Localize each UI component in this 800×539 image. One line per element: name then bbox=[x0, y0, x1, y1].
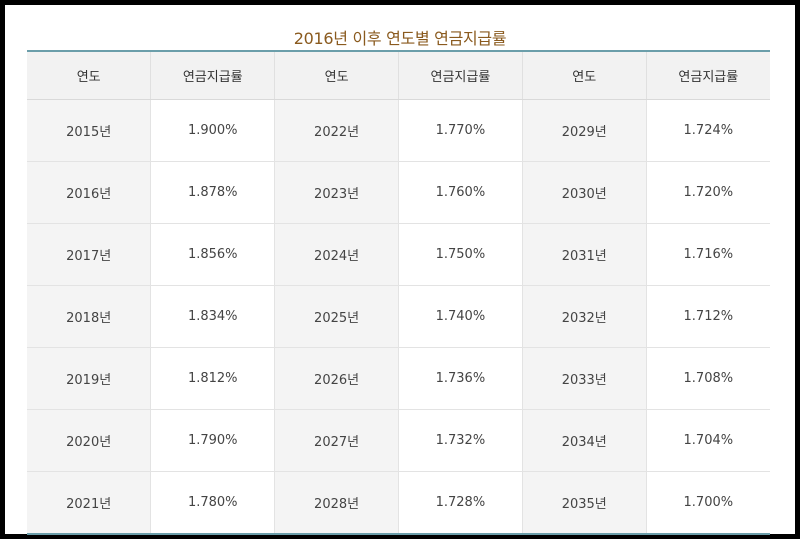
rate-cell: 1.834% bbox=[150, 285, 275, 348]
table-row: 2020년 1.790% 2027년 1.732% 2034년 1.704% bbox=[27, 409, 770, 472]
table-row: 2016년 1.878% 2023년 1.760% 2030년 1.720% bbox=[27, 161, 770, 224]
rate-cell: 1.732% bbox=[397, 409, 523, 472]
header-row: 연도 연금지급률 연도 연금지급률 연도 연금지급률 bbox=[27, 51, 770, 100]
table-row: 2018년 1.834% 2025년 1.740% 2032년 1.712% bbox=[27, 285, 770, 348]
year-cell: 2019년 bbox=[27, 347, 151, 410]
year-cell: 2024년 bbox=[274, 223, 399, 286]
year-cell: 2033년 bbox=[521, 347, 647, 410]
rate-cell: 1.704% bbox=[645, 409, 770, 472]
pension-rate-table: 연도 연금지급률 연도 연금지급률 연도 연금지급률 2015년 1.900% … bbox=[27, 50, 770, 535]
rate-cell: 1.856% bbox=[150, 223, 275, 286]
header-rate: 연금지급률 bbox=[397, 51, 523, 100]
content-panel: 2016년 이후 연도별 연금지급률 연도 연금지급률 연도 연금지급률 연도 … bbox=[5, 5, 795, 535]
rate-cell: 1.724% bbox=[645, 99, 770, 162]
rate-cell: 1.790% bbox=[150, 409, 275, 472]
header-rate: 연금지급률 bbox=[645, 51, 770, 100]
rate-cell: 1.900% bbox=[150, 99, 275, 162]
rate-cell: 1.750% bbox=[397, 223, 523, 286]
rate-cell: 1.700% bbox=[645, 471, 770, 534]
header-year: 연도 bbox=[274, 51, 399, 100]
year-cell: 2022년 bbox=[274, 99, 399, 162]
table-row: 2019년 1.812% 2026년 1.736% 2033년 1.708% bbox=[27, 347, 770, 410]
year-cell: 2026년 bbox=[274, 347, 399, 410]
year-cell: 2032년 bbox=[521, 285, 647, 348]
rate-cell: 1.716% bbox=[645, 223, 770, 286]
table-row: 2021년 1.780% 2028년 1.728% 2035년 1.700% bbox=[27, 471, 770, 534]
header-year: 연도 bbox=[521, 51, 647, 100]
rate-cell: 1.720% bbox=[645, 161, 770, 224]
year-cell: 2020년 bbox=[27, 409, 151, 472]
header-year: 연도 bbox=[27, 51, 151, 100]
rate-cell: 1.708% bbox=[645, 347, 770, 410]
year-cell: 2017년 bbox=[27, 223, 151, 286]
rate-cell: 1.878% bbox=[150, 161, 275, 224]
year-cell: 2016년 bbox=[27, 161, 151, 224]
table-title: 2016년 이후 연도별 연금지급률 bbox=[293, 29, 507, 48]
table-row: 2017년 1.856% 2024년 1.750% 2031년 1.716% bbox=[27, 223, 770, 286]
header-rate: 연금지급률 bbox=[150, 51, 275, 100]
year-cell: 2035년 bbox=[521, 471, 647, 534]
year-cell: 2025년 bbox=[274, 285, 399, 348]
rate-cell: 1.736% bbox=[397, 347, 523, 410]
year-cell: 2018년 bbox=[27, 285, 151, 348]
year-cell: 2030년 bbox=[521, 161, 647, 224]
table-row: 2015년 1.900% 2022년 1.770% 2029년 1.724% bbox=[27, 99, 770, 162]
year-cell: 2029년 bbox=[521, 99, 647, 162]
rate-cell: 1.728% bbox=[397, 471, 523, 534]
rate-cell: 1.812% bbox=[150, 347, 275, 410]
rate-cell: 1.760% bbox=[397, 161, 523, 224]
rate-cell: 1.740% bbox=[397, 285, 523, 348]
year-cell: 2031년 bbox=[521, 223, 647, 286]
year-cell: 2021년 bbox=[27, 471, 151, 534]
rate-cell: 1.780% bbox=[150, 471, 275, 534]
year-cell: 2015년 bbox=[27, 99, 151, 162]
year-cell: 2027년 bbox=[274, 409, 399, 472]
year-cell: 2034년 bbox=[521, 409, 647, 472]
year-cell: 2028년 bbox=[274, 471, 399, 534]
rate-cell: 1.770% bbox=[397, 99, 523, 162]
rate-cell: 1.712% bbox=[645, 285, 770, 348]
year-cell: 2023년 bbox=[274, 161, 399, 224]
